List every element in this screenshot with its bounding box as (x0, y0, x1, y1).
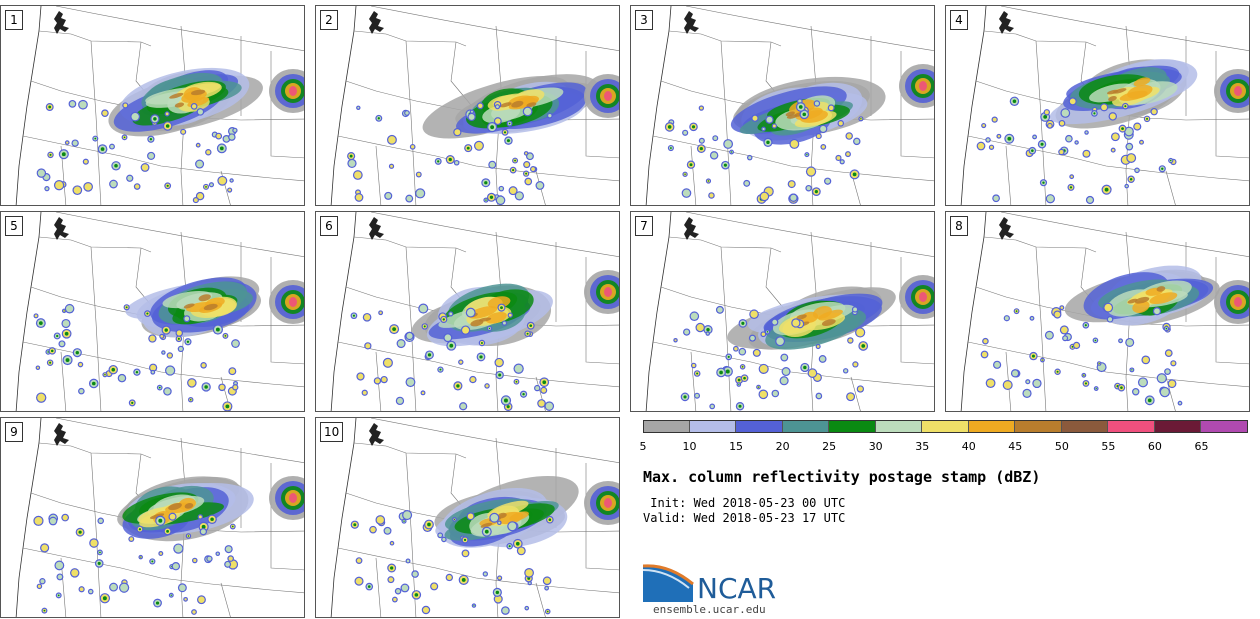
colorbar-segment (736, 420, 783, 433)
ensemble-member-map: 7 (630, 211, 935, 412)
member-number-label: 6 (320, 216, 338, 236)
reflectivity-colorbar: 5 10 15 20 25 30 35 40 45 50 55 60 65 (639, 420, 1248, 454)
reflectivity-map (330, 6, 619, 205)
colorbar-tick-label: 60 (1147, 440, 1162, 453)
colorbar-segment (1108, 420, 1155, 433)
member-number-label: 7 (635, 216, 653, 236)
colorbar-tick-label: 35 (915, 440, 930, 453)
colorbar-segment (1061, 420, 1109, 433)
ensemble-member-map: 2 (315, 5, 620, 206)
colorbar-segment (968, 420, 1016, 433)
reflectivity-map (15, 6, 304, 205)
valid-time: Valid: Wed 2018-05-23 17 UTC (643, 511, 846, 525)
colorbar-tick-label: 20 (775, 440, 790, 453)
reflectivity-map (645, 212, 934, 411)
reflectivity-map (15, 212, 304, 411)
colorbar-segment (875, 420, 923, 433)
colorbar-tick-label: 55 (1101, 440, 1116, 453)
ensemble-member-map: 4 (945, 5, 1250, 206)
ncar-logo: NCAR ensemble.ucar.edu (642, 562, 803, 617)
ensemble-member-map: 6 (315, 211, 620, 412)
reflectivity-map (960, 212, 1249, 411)
colorbar-tick-label: 45 (1008, 440, 1023, 453)
member-number-label: 3 (635, 10, 653, 30)
ncar-wordmark: NCAR (697, 572, 777, 605)
colorbar-tick-label: 50 (1054, 440, 1069, 453)
ensemble-member-map: 5 (0, 211, 305, 412)
member-number-label: 1 (5, 10, 23, 30)
reflectivity-map (960, 6, 1249, 205)
member-number-label: 8 (950, 216, 968, 236)
colorbar-frame (643, 420, 1248, 433)
member-number-label: 4 (950, 10, 968, 30)
colorbar-segment (829, 420, 876, 433)
colorbar-segment (643, 420, 690, 433)
member-number-label: 9 (5, 422, 23, 442)
init-time: Init: Wed 2018-05-23 00 UTC (643, 496, 846, 510)
ensemble-member-map: 8 (945, 211, 1250, 412)
colorbar-tick-label: 30 (868, 440, 883, 453)
colorbar-tick-label: 65 (1194, 440, 1209, 453)
reflectivity-map (645, 6, 934, 205)
reflectivity-map (330, 212, 619, 411)
reflectivity-map (15, 418, 304, 617)
chart-title: Max. column reflectivity postage stamp (… (643, 468, 1041, 486)
colorbar-segment (922, 420, 969, 433)
ensemble-member-map: 10 (315, 417, 620, 618)
colorbar-segment (689, 420, 737, 433)
ncar-swoosh-icon (642, 564, 694, 602)
member-number-label: 2 (320, 10, 338, 30)
colorbar-tick-label: 15 (729, 440, 744, 453)
colorbar-segment (1015, 420, 1062, 433)
member-number-label: 10 (320, 422, 344, 442)
colorbar-tick-label: 40 (961, 440, 976, 453)
reflectivity-map (330, 418, 619, 617)
ensemble-url: ensemble.ucar.edu (653, 603, 766, 616)
ensemble-member-map: 9 (0, 417, 305, 618)
ensemble-member-map: 3 (630, 5, 935, 206)
ensemble-member-map: 1 (0, 5, 305, 206)
colorbar-segment (782, 420, 830, 433)
colorbar-tick-label: 5 (639, 440, 647, 453)
colorbar-tick-label: 10 (682, 440, 697, 453)
colorbar-segment (1154, 420, 1202, 433)
member-number-label: 5 (5, 216, 23, 236)
colorbar-tick-label: 25 (822, 440, 837, 453)
